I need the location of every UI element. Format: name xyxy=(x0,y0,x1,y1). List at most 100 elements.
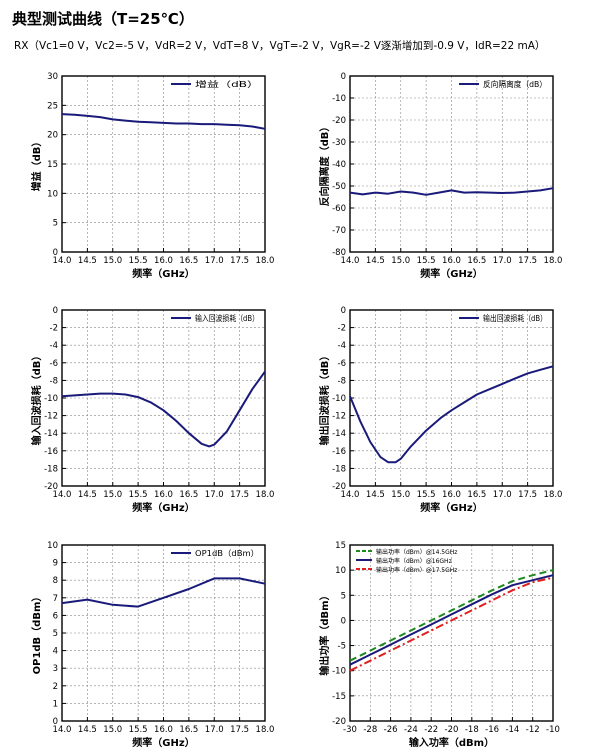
x-tick-label: 17.0 xyxy=(205,725,224,735)
x-tick-label: 15.0 xyxy=(103,725,122,735)
x-tick-label: -22 xyxy=(424,725,438,735)
y-tick-label: -8 xyxy=(338,376,346,386)
x-tick-label: 17.5 xyxy=(230,256,249,266)
series-line xyxy=(349,574,554,666)
x-tick-label: -16 xyxy=(485,725,499,735)
plot-frame xyxy=(61,75,266,253)
x-tick-label: 14.0 xyxy=(341,490,360,500)
x-tick-label: 16.0 xyxy=(154,490,173,500)
y-axis-label: 输出回波损耗（dB） xyxy=(318,351,331,446)
chart-input-return-loss: 14.0 14.5 15.0 15.5 16.0 16.5 17.0 17.5 18.0 0 -2 -… xyxy=(30,306,274,514)
series-line xyxy=(61,371,266,448)
y-axis-label: 反向隔离度（dB） xyxy=(318,122,331,207)
x-tick-label: 18.0 xyxy=(544,256,563,266)
x-tick-label: 16.5 xyxy=(467,256,486,266)
plot-frame xyxy=(349,75,554,253)
series-line xyxy=(349,365,554,464)
x-tick-label: 14.5 xyxy=(78,256,97,266)
x-tick-label: 18.0 xyxy=(544,490,563,500)
y-tick-label: -15 xyxy=(332,692,346,702)
y-tick-label: 5 xyxy=(53,219,58,229)
x-axis-label: 频率（GHz） xyxy=(132,736,194,749)
series-line xyxy=(349,569,554,662)
x-tick-label: 16.5 xyxy=(179,490,198,500)
y-tick-label: 15 xyxy=(335,541,346,551)
x-tick-label: 14.0 xyxy=(53,490,72,500)
x-tick-label: 15.0 xyxy=(103,490,122,500)
chart-output-power: -30 -28 -26 -24 -22 -20 -18 -16 -14 -12 -10 -20 -15 -… xyxy=(318,541,560,749)
y-axis-label: OP1dB（dBm） xyxy=(30,592,43,675)
y-tick-label: -16 xyxy=(332,447,346,457)
y-tick-label: -8 xyxy=(50,376,58,386)
legend-label: OP1dB（dBm） xyxy=(195,549,259,558)
y-tick-label: -6 xyxy=(50,359,58,369)
x-tick-label: 15.5 xyxy=(129,490,148,500)
x-tick-label: -10 xyxy=(546,725,560,735)
x-axis-label: 频率（GHz） xyxy=(132,501,194,514)
legend-label: 输出回波损耗（dB） xyxy=(483,313,547,323)
y-tick-label: -16 xyxy=(44,447,58,457)
x-tick-label: 14.0 xyxy=(53,256,72,266)
y-tick-label: -30 xyxy=(332,138,346,148)
y-tick-label: -18 xyxy=(44,464,58,474)
y-tick-label: 9 xyxy=(53,559,58,569)
y-tick-label: -20 xyxy=(332,717,346,727)
legend-label: 输出功率（dBm）@16GHz xyxy=(376,557,452,565)
x-tick-label: 17.5 xyxy=(518,256,537,266)
y-tick-label: -20 xyxy=(332,482,346,492)
y-tick-label: 0 xyxy=(53,717,58,727)
y-tick-label: -6 xyxy=(338,359,346,369)
x-tick-label: 18.0 xyxy=(256,490,275,500)
x-tick-label: 14.5 xyxy=(78,725,97,735)
y-tick-label: 7 xyxy=(53,594,58,604)
y-tick-label: -10 xyxy=(332,394,346,404)
plot-frame xyxy=(61,309,266,487)
y-tick-label: 4 xyxy=(53,647,58,657)
x-tick-label: 17.5 xyxy=(518,490,537,500)
legend-label: 输出功率（dBm）@14.5GHz xyxy=(376,548,457,556)
plot-frame xyxy=(61,544,266,722)
y-tick-label: -20 xyxy=(332,116,346,126)
x-tick-label: -26 xyxy=(384,725,398,735)
x-tick-label: -24 xyxy=(404,725,418,735)
y-tick-label: 1 xyxy=(53,699,58,709)
legend-label: 反向隔离度（dB） xyxy=(483,79,547,89)
y-tick-label: 6 xyxy=(53,611,58,621)
x-tick-label: 15.0 xyxy=(391,490,410,500)
x-tick-label: 17.5 xyxy=(230,725,249,735)
plot-frame xyxy=(349,544,554,722)
y-tick-label: 8 xyxy=(53,576,58,586)
y-tick-label: -14 xyxy=(44,429,58,439)
x-tick-label: 18.0 xyxy=(256,256,275,266)
x-tick-label: 14.0 xyxy=(53,725,72,735)
y-tick-label: -2 xyxy=(338,324,346,334)
series-line xyxy=(61,113,266,130)
y-tick-label: 0 xyxy=(341,306,346,316)
x-tick-label: 17.0 xyxy=(493,256,512,266)
chart-isolation: 14.0 14.5 15.0 15.5 16.0 16.5 17.0 17.5 18.0 0 -10… xyxy=(318,72,562,280)
legend-label: 增益（dB） xyxy=(195,79,259,89)
y-tick-label: -10 xyxy=(332,667,346,677)
y-tick-label: -80 xyxy=(332,248,346,258)
x-tick-label: 15.5 xyxy=(129,256,148,266)
y-tick-label: 15 xyxy=(47,160,58,170)
y-tick-label: 0 xyxy=(341,616,346,626)
x-tick-label: 15.5 xyxy=(129,725,148,735)
page-title: 典型测试曲线（T=25℃） xyxy=(12,10,194,28)
y-tick-label: 0 xyxy=(53,306,58,316)
legend-label: 输入回波损耗（dB） xyxy=(195,313,259,323)
y-axis-label: 输出功率（dBm） xyxy=(318,590,331,675)
y-tick-label: -5 xyxy=(338,642,346,652)
x-tick-label: 16.0 xyxy=(442,490,461,500)
x-tick-label: 16.5 xyxy=(179,725,198,735)
y-tick-label: -2 xyxy=(50,324,58,334)
x-tick-label: -30 xyxy=(343,725,357,735)
y-tick-label: -4 xyxy=(50,341,58,351)
x-tick-label: 15.5 xyxy=(417,490,436,500)
y-axis-label: 输入回波损耗（dB） xyxy=(30,351,43,446)
y-tick-label: -18 xyxy=(332,464,346,474)
chart-gain: 14.0 14.5 15.0 15.5 16.0 16.5 17.0 17.5 18.0 0 5 10… xyxy=(30,72,274,280)
x-tick-label: -12 xyxy=(526,725,540,735)
y-tick-label: 5 xyxy=(341,591,346,601)
